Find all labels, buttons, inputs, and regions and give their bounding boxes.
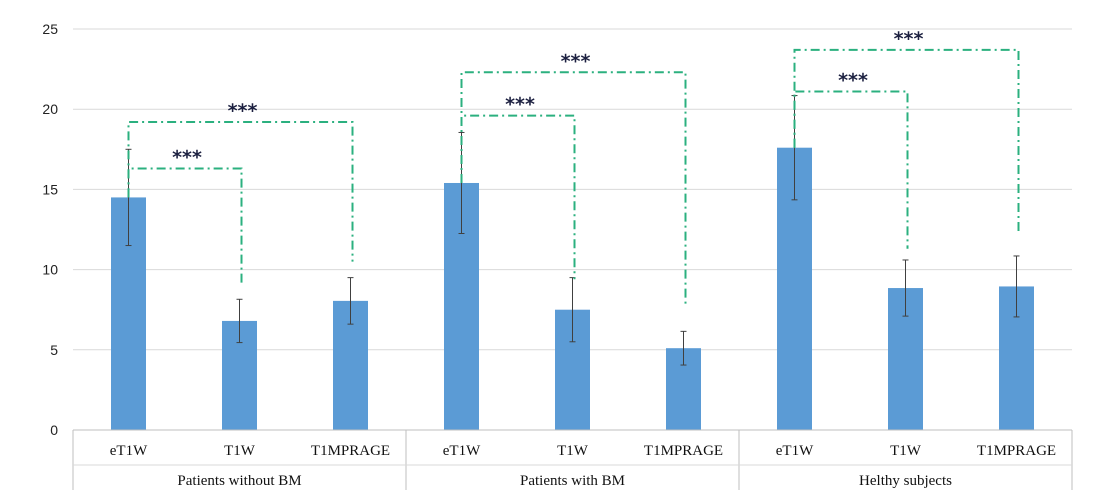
significance-bracket xyxy=(460,71,687,307)
bars xyxy=(111,147,1034,431)
group-label: Helthy subjects xyxy=(859,473,952,489)
category-label: T1MPRAGE xyxy=(311,443,390,459)
category-label: eT1W xyxy=(110,443,148,459)
significance-brackets: *** *** *** *** *** *** xyxy=(127,28,1020,307)
significance-bracket xyxy=(793,48,1020,232)
group-label: Patients without BM xyxy=(177,473,301,489)
y-tick-label: 20 xyxy=(42,101,58,117)
category-axis: eT1W T1W T1MPRAGE Patients without BM eT1W T1… xyxy=(72,429,1073,490)
y-tick-label: 0 xyxy=(50,422,58,438)
y-tick-label: 10 xyxy=(42,262,58,278)
category-label: eT1W xyxy=(776,443,814,459)
significance-label: *** xyxy=(894,28,924,50)
category-label: T1W xyxy=(890,443,922,459)
significance-bracket xyxy=(127,121,354,262)
significance-bracket xyxy=(793,90,909,249)
category-label: eT1W xyxy=(443,443,481,459)
category-label: T1W xyxy=(557,443,589,459)
y-tick-label: 15 xyxy=(42,181,58,197)
significance-label: *** xyxy=(228,100,258,122)
y-tick-label: 5 xyxy=(50,342,58,358)
group-label: Patients with BM xyxy=(520,473,625,489)
y-axis-tick-labels: 0 5 10 15 20 25 xyxy=(42,21,58,438)
significance-label: *** xyxy=(172,147,202,169)
significance-label: *** xyxy=(561,50,591,72)
significance-label: *** xyxy=(838,70,868,92)
y-tick-label: 25 xyxy=(42,21,58,37)
significance-label: *** xyxy=(505,94,535,116)
category-label: T1MPRAGE xyxy=(977,443,1056,459)
error-bars xyxy=(125,95,1020,366)
category-label: T1MPRAGE xyxy=(644,443,723,459)
category-label: T1W xyxy=(224,443,256,459)
